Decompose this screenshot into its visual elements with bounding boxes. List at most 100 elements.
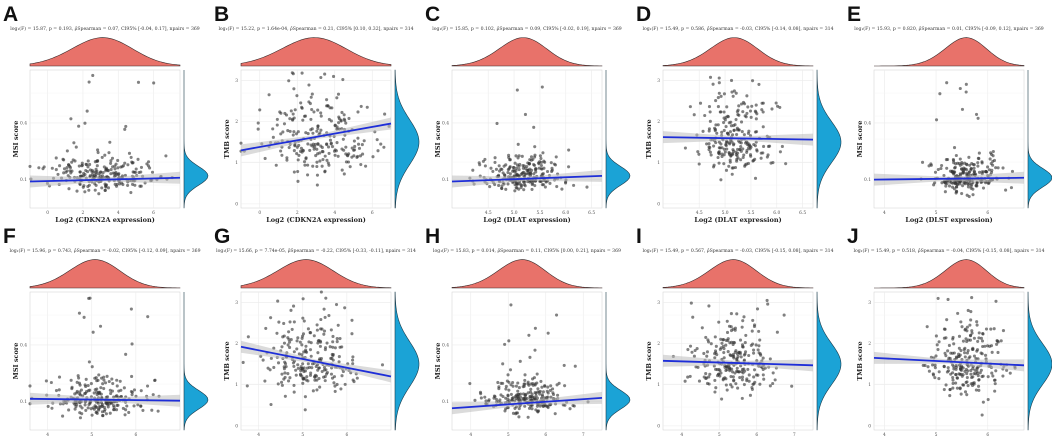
- data-point: [933, 376, 937, 380]
- y-axis-title: MSI score: [434, 121, 442, 158]
- data-point: [504, 163, 508, 167]
- right-density: [1027, 291, 1052, 431]
- data-point: [245, 384, 249, 388]
- x-tick-label: 6: [345, 433, 348, 438]
- data-point: [334, 302, 339, 307]
- data-point: [713, 349, 718, 353]
- data-point: [555, 383, 559, 387]
- data-point: [758, 382, 762, 386]
- data-point: [97, 408, 101, 412]
- data-point: [146, 164, 151, 168]
- data-point: [500, 184, 504, 188]
- data-point: [54, 388, 59, 393]
- data-point: [124, 124, 128, 128]
- data-point: [241, 360, 245, 365]
- data-point: [301, 381, 305, 385]
- data-point: [303, 395, 307, 399]
- data-point: [88, 162, 92, 167]
- data-point: [287, 145, 291, 150]
- top-density: [662, 259, 814, 289]
- data-point: [301, 332, 306, 336]
- data-point: [761, 125, 765, 129]
- data-point: [348, 165, 352, 169]
- data-point: [713, 378, 717, 383]
- data-point: [707, 129, 711, 133]
- data-point: [978, 371, 982, 375]
- data-point: [976, 339, 980, 343]
- y-tick-label: 2: [868, 342, 871, 347]
- data-point: [124, 408, 128, 412]
- data-point: [525, 165, 529, 169]
- data-point: [756, 348, 760, 352]
- data-point: [70, 160, 74, 164]
- data-point: [318, 151, 322, 155]
- data-point: [290, 327, 294, 331]
- x-tick-label: 5: [935, 211, 938, 216]
- data-point: [705, 350, 709, 354]
- data-point: [83, 392, 87, 396]
- data-point: [295, 94, 299, 98]
- data-point: [508, 368, 513, 372]
- data-point: [523, 382, 527, 386]
- data-point: [311, 164, 315, 168]
- data-point: [746, 367, 750, 371]
- y-tick-label: 0.1: [442, 400, 449, 405]
- data-point: [483, 395, 487, 399]
- data-point: [533, 155, 537, 159]
- data-point: [971, 347, 975, 351]
- data-point: [735, 366, 739, 370]
- data-point: [996, 350, 1000, 355]
- data-point: [968, 338, 973, 342]
- data-point: [292, 87, 296, 91]
- data-point: [686, 375, 690, 379]
- data-point: [734, 349, 738, 353]
- data-point: [299, 146, 303, 150]
- data-point: [752, 348, 756, 352]
- data-point: [340, 110, 344, 114]
- data-point: [719, 178, 723, 182]
- y-tick-label: 1: [235, 161, 238, 166]
- data-point: [708, 119, 712, 123]
- data-point: [319, 290, 323, 294]
- data-point: [943, 190, 947, 194]
- data-point: [719, 371, 723, 375]
- data-point: [313, 375, 317, 379]
- data-point: [540, 393, 544, 397]
- data-point: [546, 331, 550, 335]
- data-point: [275, 117, 279, 121]
- data-point: [555, 184, 559, 189]
- data-point: [507, 388, 511, 392]
- data-point: [726, 131, 730, 135]
- data-point: [769, 161, 773, 165]
- data-point: [527, 162, 531, 166]
- data-point: [316, 126, 320, 130]
- data-point: [132, 170, 136, 174]
- data-point: [92, 174, 96, 178]
- data-point: [139, 389, 143, 393]
- data-point: [694, 365, 698, 369]
- data-point: [747, 129, 751, 133]
- data-point: [940, 164, 944, 168]
- x-tick-label: 4: [257, 433, 260, 438]
- data-point: [731, 94, 735, 98]
- data-point: [988, 157, 992, 161]
- top-density: [29, 259, 181, 289]
- data-point: [130, 393, 134, 397]
- data-point: [1010, 169, 1015, 174]
- data-point: [295, 347, 299, 351]
- data-point: [80, 174, 84, 178]
- data-point: [495, 121, 499, 126]
- data-point: [757, 344, 761, 348]
- data-point: [129, 191, 133, 195]
- data-point: [312, 334, 316, 338]
- data-point: [947, 184, 952, 188]
- data-point: [981, 344, 985, 349]
- data-point: [942, 388, 946, 392]
- data-point: [283, 371, 287, 375]
- data-point: [704, 376, 708, 380]
- y-tick-label: 0: [235, 202, 238, 207]
- data-point: [537, 390, 541, 394]
- data-point: [519, 186, 523, 190]
